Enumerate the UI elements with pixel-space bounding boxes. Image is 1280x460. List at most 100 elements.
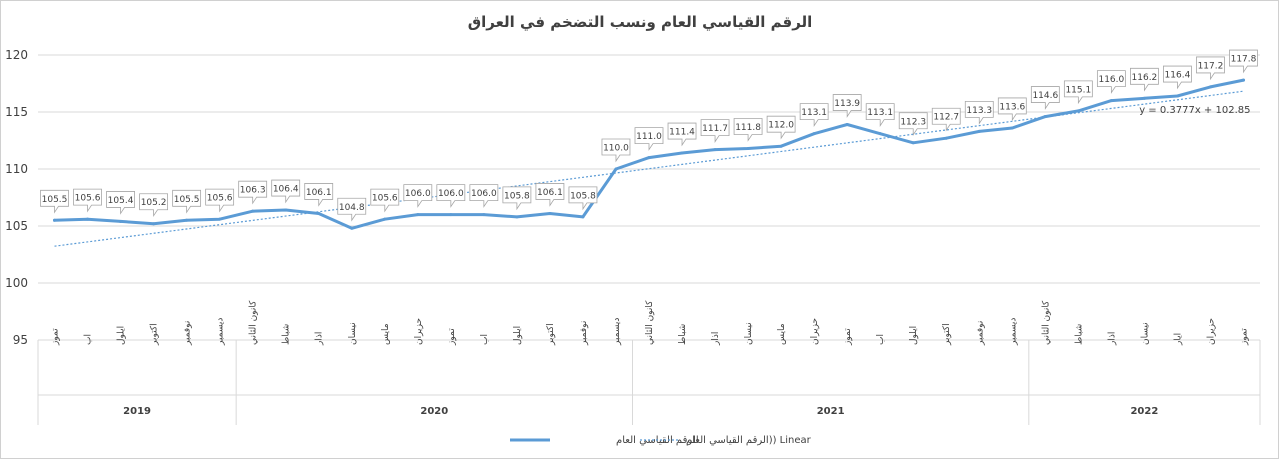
data-label: 113.3 xyxy=(964,100,994,125)
data-label-text: 105.5 xyxy=(174,195,200,205)
data-label-box xyxy=(436,184,466,208)
data-label: 106.3 xyxy=(238,180,268,205)
data-label-box xyxy=(997,97,1027,122)
x-tick-label: مايس xyxy=(381,323,391,345)
data-label-box xyxy=(502,186,532,211)
x-tick-label: تموز xyxy=(447,328,457,346)
data-label: 105.6 xyxy=(205,188,235,213)
data-label-box xyxy=(73,188,102,213)
data-label-text: 116.4 xyxy=(1165,71,1191,81)
data-label-box xyxy=(304,183,334,207)
x-tick-label: نيسان xyxy=(1140,322,1150,345)
data-label-box xyxy=(1096,70,1126,94)
data-label: 113.1 xyxy=(799,103,829,127)
data-label: 105.5 xyxy=(172,189,202,214)
y-tick-label: 115 xyxy=(5,105,28,119)
data-label: 115.1 xyxy=(1063,80,1093,105)
data-point xyxy=(1175,94,1179,98)
data-label: 112.7 xyxy=(931,107,961,132)
x-tick-label: كانون الثاني xyxy=(645,300,655,345)
x-tick-label: ديسمبر xyxy=(1008,318,1018,346)
x-tick-label: حزيران xyxy=(1206,318,1216,345)
data-label-text: 104.8 xyxy=(339,203,365,213)
data-label: 112.0 xyxy=(766,115,796,140)
data-label: 113.6 xyxy=(997,97,1027,122)
x-tick-label: تموز xyxy=(1239,328,1249,346)
x-tick-label: اب xyxy=(84,334,94,345)
data-point xyxy=(317,211,321,215)
x-tick-label: نيسان xyxy=(348,322,358,345)
data-label: 106.1 xyxy=(535,183,565,207)
trend-equation: y = 0.3777x + 102.85 xyxy=(1139,105,1250,116)
x-tick-label: اب xyxy=(480,334,490,345)
data-label-box xyxy=(931,107,961,132)
data-point xyxy=(977,129,981,133)
data-point xyxy=(1010,126,1014,130)
x-tick-label: اذار xyxy=(315,332,325,346)
data-point xyxy=(647,156,651,160)
y-axis: 95 100 105 110 115 120 xyxy=(5,48,28,347)
data-point xyxy=(383,217,387,221)
data-label: 117.2 xyxy=(1196,56,1225,81)
data-point xyxy=(614,167,618,171)
x-tick-label: اب xyxy=(876,334,886,345)
data-label-text: 112.0 xyxy=(768,121,794,131)
data-label-text: 116.2 xyxy=(1132,73,1158,83)
data-point xyxy=(845,123,849,127)
data-point xyxy=(548,211,552,215)
data-label-text: 105.8 xyxy=(570,191,596,201)
data-label: 111.7 xyxy=(700,119,730,143)
gridlines xyxy=(38,54,1260,341)
data-point xyxy=(515,215,519,219)
data-point xyxy=(119,219,123,223)
x-tick-label: مايس xyxy=(777,323,787,345)
data-label-box xyxy=(205,188,235,213)
series-line xyxy=(53,78,1245,230)
x-tick-label: اكتوبر xyxy=(942,323,952,346)
data-label-text: 105.6 xyxy=(75,194,101,204)
data-label-text: 115.1 xyxy=(1065,85,1091,95)
data-label: 111.4 xyxy=(667,122,697,147)
data-label-box xyxy=(832,94,862,118)
series-path xyxy=(53,78,1245,230)
year-group-label: 2021 xyxy=(817,406,845,417)
data-label-text: 114.6 xyxy=(1032,91,1058,101)
data-label: 113.9 xyxy=(832,94,862,118)
data-label-box xyxy=(667,122,697,147)
data-label: 111.8 xyxy=(733,118,763,142)
data-label: 105.5 xyxy=(40,189,69,214)
y-tick-label: 95 xyxy=(13,333,28,347)
data-point xyxy=(185,218,189,222)
data-label-box xyxy=(964,100,994,125)
data-label-box xyxy=(172,189,202,214)
data-label-text: 111.0 xyxy=(636,132,662,142)
legend-trend-label: الرقم القياسي العام)) Linear xyxy=(686,435,812,446)
data-label-box xyxy=(238,180,268,205)
data-label-text: 106.0 xyxy=(471,189,497,199)
x-tick-label: اكتوبر xyxy=(546,323,556,346)
data-label-text: 113.1 xyxy=(867,108,893,118)
trendline: y = 0.3777x + 102.85 xyxy=(54,90,1250,247)
data-point xyxy=(680,151,684,155)
data-point xyxy=(284,208,288,212)
x-tick-label: تموز xyxy=(51,328,61,346)
data-label: 113.1 xyxy=(865,103,895,127)
data-point xyxy=(1109,99,1113,103)
data-label: 106.0 xyxy=(469,184,499,208)
data-point xyxy=(911,141,915,145)
data-label-box xyxy=(469,184,499,208)
data-label-text: 110.0 xyxy=(603,144,629,154)
data-label-text: 106.4 xyxy=(273,185,299,195)
data-label-text: 117.8 xyxy=(1231,55,1257,65)
x-tick-label: نيسان xyxy=(744,322,754,345)
data-point xyxy=(1043,115,1047,119)
x-tick-label: ايلول xyxy=(117,326,127,345)
x-tick-label: ايار xyxy=(1173,333,1183,346)
data-label-box xyxy=(403,184,433,208)
x-tick-label: شباط xyxy=(282,324,292,345)
data-label-box xyxy=(1063,80,1093,105)
y-tick-label: 100 xyxy=(5,276,28,290)
data-label-text: 111.4 xyxy=(669,128,695,138)
